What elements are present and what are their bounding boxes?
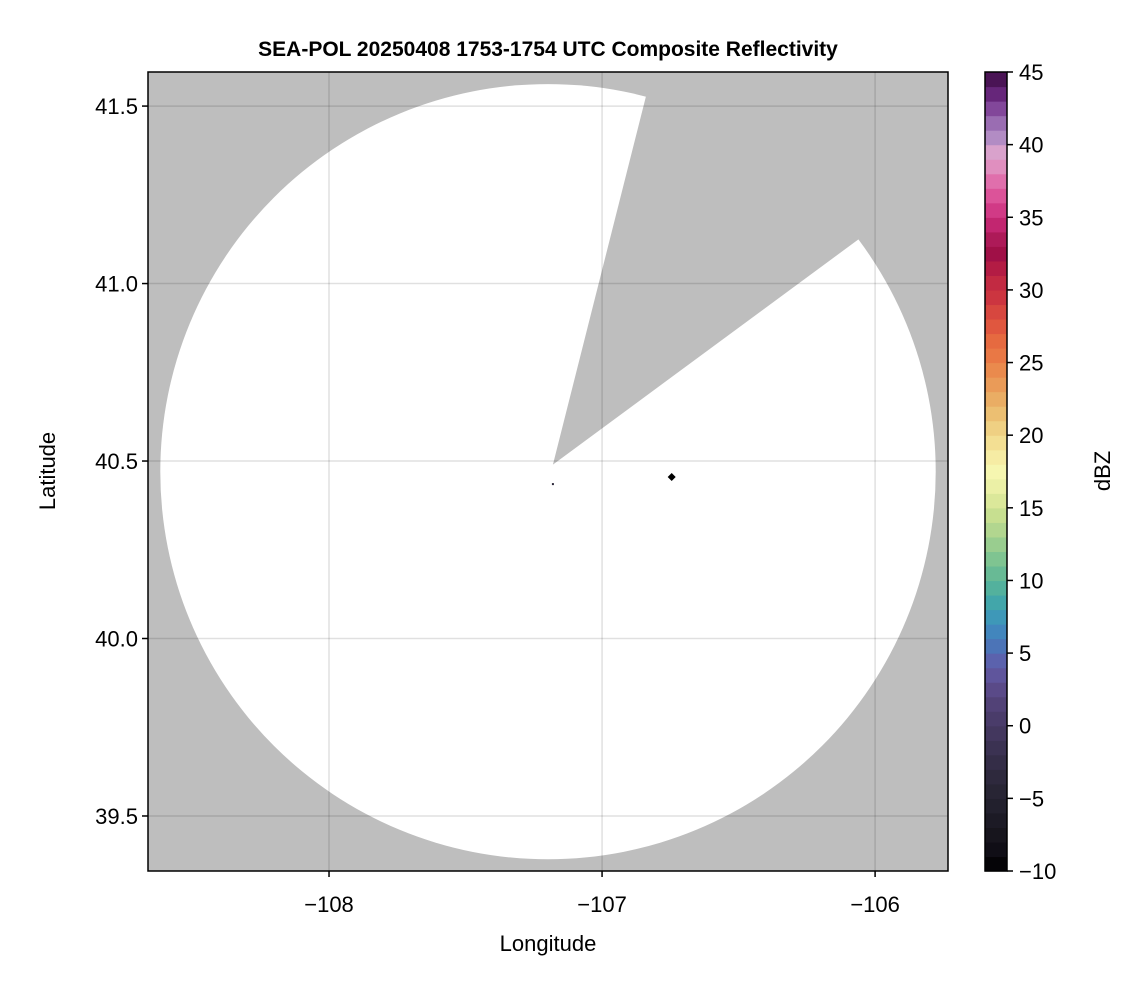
- y-axis-label: Latitude: [35, 432, 60, 510]
- colorbar-segment: [985, 711, 1007, 727]
- colorbar-segment: [985, 740, 1007, 756]
- colorbar-segment: [985, 435, 1007, 451]
- colorbar-label: dBZ: [1090, 451, 1115, 491]
- y-tick-label: 39.5: [95, 804, 138, 829]
- plot-content: [148, 72, 948, 871]
- colorbar-segment: [985, 769, 1007, 785]
- colorbar-segment: [985, 624, 1007, 640]
- dot-marker: [551, 483, 554, 486]
- colorbar-segment: [985, 478, 1007, 494]
- colorbar-tick-label: 20: [1019, 423, 1043, 448]
- colorbar-segment: [985, 304, 1007, 320]
- colorbar-segment: [985, 565, 1007, 582]
- x-tick-label: −108: [304, 892, 354, 917]
- colorbar-segment: [985, 667, 1007, 683]
- colorbar-segment: [985, 420, 1007, 436]
- colorbar-segment: [985, 377, 1007, 393]
- colorbar-segment: [985, 72, 1007, 88]
- colorbar-tick-label: 25: [1019, 351, 1043, 376]
- colorbar-segment: [985, 493, 1007, 509]
- colorbar-tick-label: 35: [1019, 205, 1043, 230]
- colorbar-segment: [985, 812, 1007, 829]
- colorbar-segment: [985, 798, 1007, 814]
- colorbar-segment: [985, 159, 1007, 175]
- colorbar-segment: [985, 522, 1007, 538]
- colorbar-segment: [985, 333, 1007, 349]
- x-axis-label: Longitude: [500, 931, 597, 956]
- x-ticks: −108 −107 −106: [304, 871, 900, 917]
- colorbar-segment: [985, 536, 1007, 552]
- colorbar-segment: [985, 246, 1007, 262]
- x-tick-label: −107: [577, 892, 627, 917]
- colorbar-segment: [985, 173, 1007, 189]
- y-tick-label: 40.5: [95, 449, 138, 474]
- colorbar-segment: [985, 783, 1007, 799]
- colorbar-segment: [985, 594, 1007, 611]
- colorbar-segment: [985, 231, 1007, 247]
- colorbar-segment: [985, 638, 1007, 654]
- colorbar-segment: [985, 856, 1007, 872]
- colorbar-tick-label: 30: [1019, 278, 1043, 303]
- colorbar-segment: [985, 551, 1007, 567]
- colorbar-segment: [985, 841, 1007, 858]
- colorbar-segment: [985, 318, 1007, 335]
- x-tick-label: −106: [850, 892, 900, 917]
- colorbar-segment: [985, 696, 1007, 712]
- colorbar-segment: [985, 653, 1007, 669]
- colorbar-segment: [985, 144, 1007, 160]
- diamond-marker: [667, 473, 676, 482]
- chart-title: SEA-POL 20250408 1753-1754 UTC Composite…: [258, 38, 838, 61]
- colorbar-segment: [985, 391, 1007, 407]
- colorbar-tick-label: 10: [1019, 568, 1043, 593]
- y-tick-label: 41.0: [95, 272, 138, 297]
- colorbar-tick-label: −5: [1019, 786, 1044, 811]
- y-tick-label: 40.0: [95, 627, 138, 652]
- colorbar-segment: [985, 275, 1007, 291]
- colorbar-segment: [985, 188, 1007, 204]
- y-ticks: 39.5 40.0 40.5 41.0 41.5: [95, 94, 148, 829]
- colorbar-segment: [985, 609, 1007, 625]
- colorbar-tick-label: 15: [1019, 496, 1043, 521]
- colorbar-tick-label: 5: [1019, 641, 1031, 666]
- colorbar-segment: [985, 348, 1007, 364]
- colorbar-tick-label: 0: [1019, 714, 1031, 739]
- y-tick-label: 41.5: [95, 94, 138, 119]
- colorbar-segment: [985, 725, 1007, 741]
- colorbar-segment: [985, 827, 1007, 843]
- colorbar-segment: [985, 507, 1007, 523]
- colorbar-segment: [985, 86, 1007, 102]
- colorbar-segment: [985, 101, 1007, 117]
- colorbar-segment: [985, 449, 1007, 465]
- colorbar-segment: [985, 217, 1007, 233]
- colorbar-tick-label: 45: [1019, 60, 1043, 85]
- colorbar-frame: [984, 71, 1008, 872]
- colorbar: −10 −5 0 5 10 15 20 25 30 35 40 45: [984, 60, 1056, 884]
- colorbar-segment: [985, 115, 1007, 131]
- colorbar-segment: [985, 580, 1007, 596]
- colorbar-segment: [985, 289, 1007, 306]
- colorbar-segment: [985, 202, 1007, 218]
- colorbar-segment: [985, 362, 1007, 378]
- colorbar-segment: [985, 406, 1007, 422]
- colorbar-segment: [985, 464, 1007, 480]
- colorbar-segment: [985, 682, 1007, 698]
- plot-frame: [147, 71, 949, 872]
- colorbar-tick-label: −10: [1019, 859, 1056, 884]
- colorbar-tick-label: 40: [1019, 133, 1043, 158]
- blocked-sector: [552, 72, 948, 465]
- colorbar-segment: [985, 754, 1007, 770]
- plot-area: [147, 71, 949, 872]
- colorbar-segment: [985, 260, 1007, 276]
- colorbar-segment: [985, 130, 1007, 146]
